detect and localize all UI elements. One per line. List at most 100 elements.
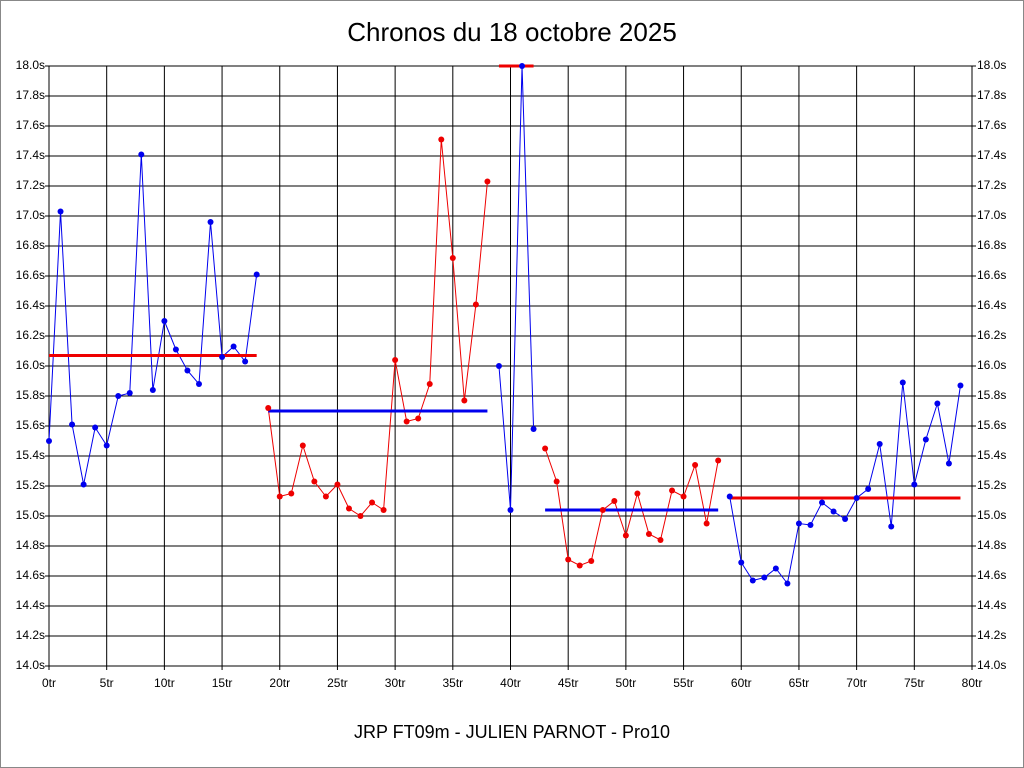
chart-title: Chronos du 18 octobre 2025 — [347, 17, 677, 47]
data-point — [865, 486, 872, 492]
data-point — [299, 442, 306, 449]
y-tick-label: 15.0s — [16, 508, 45, 522]
y2-tick-label: 15.4s — [977, 448, 1006, 462]
y-tick-label: 16.8s — [16, 238, 45, 252]
data-point — [876, 441, 883, 447]
y2-tick-label: 15.2s — [977, 478, 1006, 492]
x-tick-label: 60tr — [731, 676, 752, 690]
data-point — [519, 63, 526, 69]
y-tick-label: 17.8s — [16, 88, 45, 102]
data-point — [795, 520, 802, 527]
y-tick-label: 14.8s — [16, 538, 45, 552]
data-point — [576, 562, 583, 569]
y-tick-label: 14.2s — [16, 628, 45, 642]
data-point — [715, 457, 722, 464]
data-point — [842, 516, 849, 522]
x-tick-label: 80tr — [962, 676, 983, 690]
y-tick-label: 18.0s — [16, 58, 45, 72]
data-point — [692, 462, 699, 468]
y2-tick-label: 14.6s — [977, 568, 1006, 582]
x-tick-label: 5tr — [100, 676, 114, 690]
y-tick-label: 14.6s — [16, 568, 45, 582]
y2-tick-label: 14.2s — [977, 628, 1006, 642]
y2-tick-label: 16.8s — [977, 238, 1006, 252]
y2-tick-label: 15.6s — [977, 418, 1006, 432]
data-point — [957, 382, 964, 389]
data-point — [622, 532, 629, 539]
data-point — [403, 418, 410, 425]
data-point — [415, 415, 422, 422]
data-point — [807, 522, 814, 528]
y-tick-label: 16.2s — [16, 328, 45, 342]
data-point — [230, 343, 237, 350]
data-point — [161, 318, 168, 324]
data-point — [922, 436, 929, 443]
data-point — [784, 580, 791, 587]
data-point — [357, 513, 364, 519]
data-point — [195, 381, 202, 387]
y2-tick-label: 14.8s — [977, 538, 1006, 552]
y-tick-label: 17.4s — [16, 148, 45, 162]
data-point — [57, 208, 64, 215]
data-point — [911, 481, 918, 488]
data-point — [276, 493, 283, 500]
x-tick-label: 50tr — [616, 676, 637, 690]
data-point — [207, 219, 214, 225]
x-tick-label: 35tr — [442, 676, 463, 690]
data-point — [945, 460, 952, 467]
y2-tick-label: 16.4s — [977, 298, 1006, 312]
y-tick-label: 16.0s — [16, 358, 45, 372]
data-point — [219, 354, 226, 360]
data-point — [934, 400, 941, 407]
data-point — [484, 178, 491, 185]
data-point — [369, 499, 376, 506]
data-point — [461, 397, 468, 404]
x-tick-label: 0tr — [42, 676, 56, 690]
x-tick-label: 45tr — [558, 676, 579, 690]
data-point — [830, 508, 837, 515]
x-tick-label: 20tr — [269, 676, 290, 690]
data-point — [46, 438, 52, 444]
data-point — [738, 559, 745, 566]
y-tick-label: 14.4s — [16, 598, 45, 612]
x-tick-label: 15tr — [212, 676, 233, 690]
data-point — [334, 481, 341, 488]
y-tick-label: 17.2s — [16, 178, 45, 192]
y2-tick-label: 16.2s — [977, 328, 1006, 342]
data-point — [242, 358, 249, 365]
y-tick-label: 17.0s — [16, 208, 45, 222]
x-tick-label: 40tr — [500, 676, 521, 690]
data-point — [599, 507, 606, 513]
y2-tick-label: 17.8s — [977, 88, 1006, 102]
data-point — [530, 426, 537, 432]
y-tick-label: 15.6s — [16, 418, 45, 432]
x-tick-label: 25tr — [327, 676, 348, 690]
data-point — [92, 424, 99, 431]
y-tick-label: 15.4s — [16, 448, 45, 462]
y2-tick-label: 14.0s — [977, 658, 1006, 672]
series-line — [267, 139, 488, 517]
y-tick-label: 14.0s — [16, 658, 45, 672]
data-point — [80, 481, 87, 488]
x-tick-label: 10tr — [154, 676, 175, 690]
series-line — [544, 448, 719, 567]
data-point — [311, 478, 318, 485]
data-point — [184, 367, 191, 374]
data-point — [588, 558, 595, 564]
data-point — [288, 490, 295, 497]
data-point — [507, 507, 514, 513]
data-point — [749, 577, 756, 584]
y-tick-label: 16.6s — [16, 268, 45, 282]
data-point — [103, 442, 110, 449]
data-point — [553, 478, 560, 485]
y2-tick-label: 14.4s — [977, 598, 1006, 612]
data-point — [172, 346, 179, 353]
data-point — [761, 574, 768, 581]
x-tick-label: 75tr — [904, 676, 925, 690]
y2-tick-label: 15.0s — [977, 508, 1006, 522]
x-tick-label: 65tr — [789, 676, 810, 690]
data-point — [819, 499, 826, 506]
data-point — [322, 493, 329, 500]
